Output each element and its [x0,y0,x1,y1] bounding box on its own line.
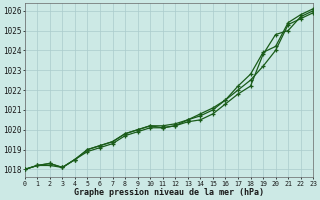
X-axis label: Graphe pression niveau de la mer (hPa): Graphe pression niveau de la mer (hPa) [74,188,264,197]
